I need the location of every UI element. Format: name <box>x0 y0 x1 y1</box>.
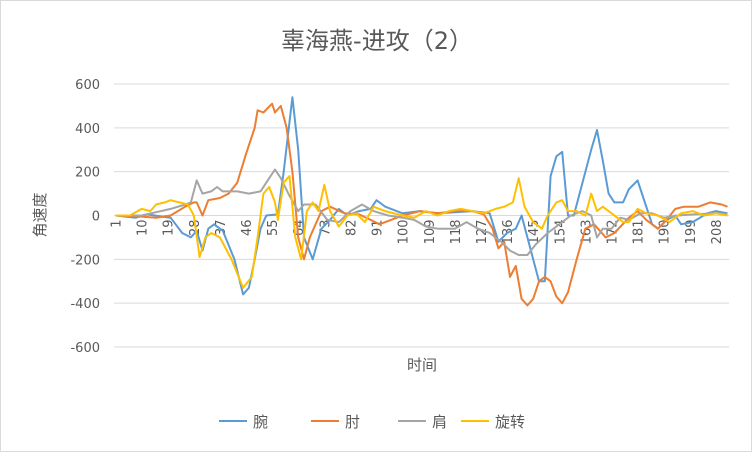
x-tick-label: 181 <box>632 220 647 245</box>
y-tick-label: 600 <box>75 78 100 93</box>
x-tick-label: 172 <box>606 220 621 245</box>
x-axis-ticks: 1 10 19 28 37 46 55 64 73 82 91 100 109 118 127 136 145 1… <box>109 220 724 245</box>
legend-item: 旋转 <box>461 413 525 431</box>
x-tick-label: 127 <box>475 220 490 245</box>
legend: 腕 肘 肩 旋转 <box>219 413 525 431</box>
x-tick-label: 73 <box>318 220 333 237</box>
series-line-2 <box>115 168 728 256</box>
y-tick-label: -600 <box>70 341 100 356</box>
x-tick-label: 37 <box>214 220 229 237</box>
x-tick-label: 118 <box>449 220 464 245</box>
y-axis-title: 角速度 <box>31 192 49 237</box>
x-tick-label: 46 <box>240 220 255 237</box>
legend-label: 肩 <box>432 413 447 431</box>
series-line-0 <box>115 96 728 296</box>
x-tick-label: 10 <box>136 220 151 237</box>
gridlines <box>114 83 729 348</box>
x-tick-label: 190 <box>658 220 673 245</box>
x-tick-label: 1 <box>109 220 124 228</box>
legend-label: 旋转 <box>495 413 525 431</box>
y-tick-label: 400 <box>75 122 100 137</box>
x-tick-label: 199 <box>684 220 699 245</box>
y-axis-ticks: 600 400 200 0 -200 -400 -600 <box>70 78 100 356</box>
series-line-1 <box>115 102 728 307</box>
y-tick-label: -200 <box>70 253 100 268</box>
series-line-3 <box>115 175 728 289</box>
x-tick-label: 82 <box>344 220 359 237</box>
y-tick-label: 200 <box>75 166 100 181</box>
x-tick-label: 19 <box>162 220 177 237</box>
series-lines <box>115 96 728 307</box>
y-tick-label: 0 <box>92 210 100 225</box>
legend-label: 肘 <box>345 413 360 431</box>
x-tick-label: 109 <box>423 220 438 245</box>
legend-label: 腕 <box>253 413 268 431</box>
legend-item: 腕 <box>219 413 268 431</box>
legend-item: 肘 <box>311 413 360 431</box>
legend-item: 肩 <box>398 413 447 431</box>
y-tick-label: -400 <box>70 297 100 312</box>
x-tick-label: 55 <box>266 220 281 237</box>
x-axis-title: 时间 <box>407 356 437 374</box>
chart-title: 辜海燕-进攻（2） <box>281 27 473 55</box>
x-tick-label: 100 <box>397 220 412 245</box>
x-tick-label: 208 <box>710 220 725 245</box>
